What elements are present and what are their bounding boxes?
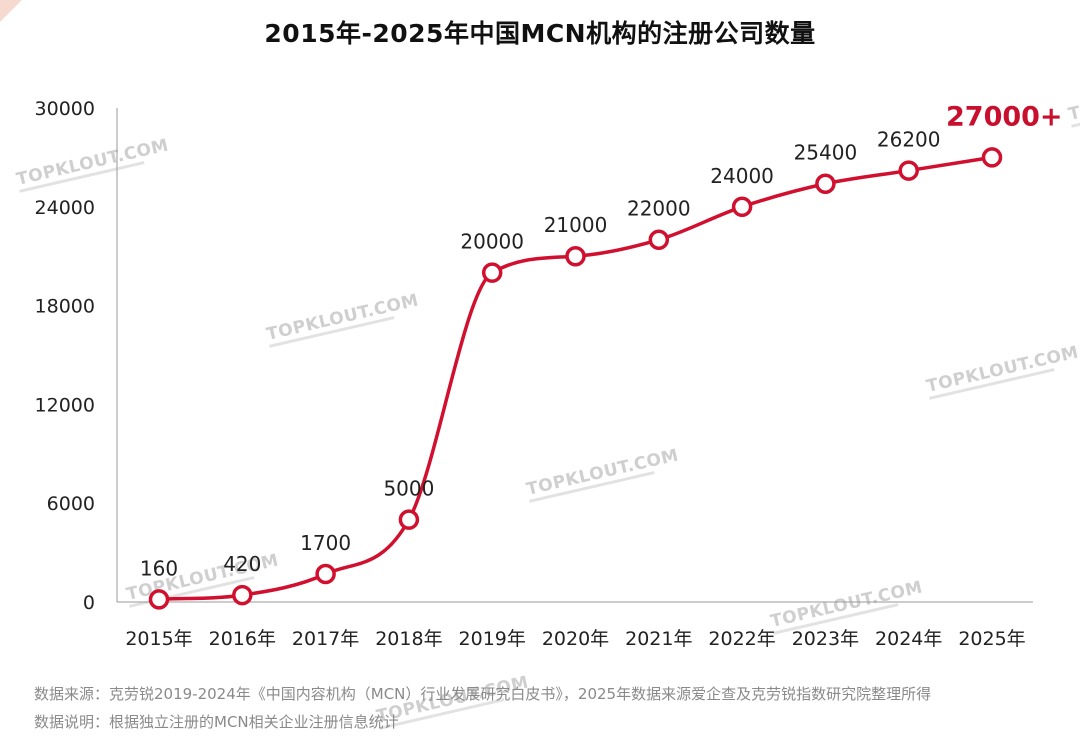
data-point xyxy=(565,245,586,267)
y-tick-label: 12000 xyxy=(35,394,95,416)
data-label: 5000 xyxy=(383,477,434,501)
data-labels: 160 420 1700 5000 20000 21000 22000 24000 25400 2… xyxy=(140,101,1063,580)
watermark-strip xyxy=(529,471,655,503)
data-label: 21000 xyxy=(544,213,608,237)
data-point xyxy=(315,563,336,585)
watermark: TOPKLOUT.COM xyxy=(525,445,681,503)
data-label: 420 xyxy=(223,552,261,576)
watermark: TOPKLOUT.COM xyxy=(15,135,171,193)
x-tick-label: 2019年 xyxy=(459,628,526,650)
data-source-note: 数据来源：克劳锐2019-2024年《中国内容机构（MCN）行业发展研究白皮书》… xyxy=(34,685,932,703)
corner-decoration xyxy=(0,0,22,22)
watermark-text: TOPKLOUT.COM xyxy=(525,445,681,499)
x-tick-label: 2020年 xyxy=(542,628,609,650)
series xyxy=(148,147,1003,610)
data-point xyxy=(398,509,420,530)
data-label: 160 xyxy=(140,556,178,580)
data-point xyxy=(481,262,503,283)
x-tick-label: 2025年 xyxy=(958,628,1025,650)
data-point xyxy=(898,160,919,181)
x-tick-label: 2017年 xyxy=(292,628,359,650)
x-tick-label: 2022年 xyxy=(708,628,775,650)
x-tick-label: 2016年 xyxy=(209,628,276,650)
data-point xyxy=(731,196,753,218)
x-tick-label: 2023年 xyxy=(792,628,859,650)
data-label: 24000 xyxy=(710,164,774,188)
watermark-text: TOPKLOUT.COM xyxy=(925,342,1080,396)
watermark-strip xyxy=(19,161,145,193)
data-label: 26200 xyxy=(877,128,941,152)
chart-title: 2015年-2025年中国MCN机构的注册公司数量 xyxy=(264,19,816,48)
watermark-text: TOPKLOUT.COM xyxy=(769,577,925,631)
data-label: 20000 xyxy=(460,230,524,254)
watermark-strip xyxy=(379,698,505,730)
watermark: TOPKLOUT.COM xyxy=(769,577,925,635)
watermark: TOPKLOUT.COM xyxy=(925,342,1080,400)
data-point xyxy=(981,147,1003,168)
data-label: 1700 xyxy=(300,531,351,555)
data-point xyxy=(815,173,836,194)
watermark-strip xyxy=(773,603,899,635)
watermark-text: TOPKLOUT.COM xyxy=(265,290,421,344)
y-tick-label: 24000 xyxy=(35,197,95,219)
watermark: TOPKLOUT.COM xyxy=(1067,70,1080,128)
data-point xyxy=(232,584,253,606)
watermark-text: TOPKLOUT.COM xyxy=(1067,70,1080,124)
x-tick-label: 2021年 xyxy=(625,628,692,650)
x-tick-label: 2015年 xyxy=(125,628,192,650)
data-point xyxy=(148,589,170,610)
watermark: TOPKLOUT.COM xyxy=(265,290,421,348)
axes: 0 6000 12000 18000 24000 30000 2015年 2016年 2017年… xyxy=(35,98,1033,650)
y-tick-label: 18000 xyxy=(35,296,95,318)
x-tick-label: 2018年 xyxy=(375,628,442,650)
data-label-highlight: 27000+ xyxy=(946,101,1063,132)
watermark-text: TOPKLOUT.COM xyxy=(15,135,171,189)
y-tick-label: 6000 xyxy=(47,493,95,515)
series-line xyxy=(157,155,994,602)
data-label: 22000 xyxy=(627,197,691,221)
y-tick-label: 0 xyxy=(83,592,95,614)
y-tick-label: 30000 xyxy=(35,98,95,120)
watermark-strip xyxy=(269,316,395,348)
x-tick-label: 2024年 xyxy=(875,628,942,650)
watermark-strip xyxy=(929,368,1055,400)
data-label: 25400 xyxy=(794,141,858,165)
data-description-note: 数据说明：根据独立注册的MCN相关企业注册信息统计 xyxy=(34,713,399,731)
data-point xyxy=(648,229,670,250)
